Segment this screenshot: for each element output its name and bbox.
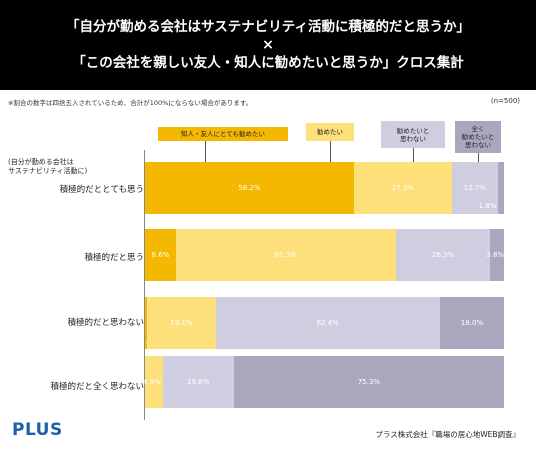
rounding-note: ※割合の数字は四捨五入されているため、合計が100%にならない場合があります。: [8, 99, 253, 107]
legend-label: 勧めたいと: [461, 133, 495, 141]
value-label: 62.4%: [316, 319, 339, 327]
chart-header: 「自分が勤める会社はサステナビリティ活動に積極的だと思うか」 × 「この会社を親…: [0, 0, 536, 90]
group-label: (自分が勤める会社は サステナビリティ活動に): [8, 158, 87, 176]
bar-segment: [233, 356, 504, 408]
bar-segment: [215, 297, 440, 349]
legend-label: 勧めたいと: [396, 126, 430, 135]
bar-segment: [490, 229, 504, 281]
value-label: 19.8%: [187, 378, 210, 386]
title-line-2: 「この会社を親しい友人・知人に勧めたいと思うか」クロス集計: [72, 55, 464, 71]
value-label: 58.2%: [238, 184, 261, 192]
bar-segment: [395, 229, 491, 281]
value-label: 8.6%: [151, 251, 170, 259]
value-label: 4.9%: [142, 378, 161, 386]
bar-segment: [145, 229, 176, 281]
value-label: 75.3%: [357, 378, 380, 386]
bar-segment: [162, 356, 234, 408]
legend-leader-line: [330, 141, 331, 162]
category-label: 積極的だと思う: [84, 253, 144, 263]
legend-leader-line: [413, 148, 414, 162]
category-label: 積極的だととても思う: [59, 185, 144, 195]
value-label: 27.3%: [391, 184, 415, 192]
bar-segment: [497, 162, 504, 214]
title-line-1: 「自分が勤める会社はサステナビリティ活動に積極的だと思うか」: [66, 19, 470, 35]
category-label: 積極的だと全く思わない: [50, 382, 144, 392]
value-label: 3.8%: [486, 251, 505, 259]
group-label-line: (自分が勤める会社は: [8, 158, 74, 166]
value-label: 61.3%: [274, 251, 298, 259]
legend-label: 勧めたい: [317, 128, 343, 136]
legend-label: 思わない: [465, 141, 491, 149]
bar-segment: [439, 297, 505, 349]
bar-segment: [145, 297, 148, 349]
bar-segment: [175, 229, 396, 281]
value-label: 26.3%: [432, 251, 455, 259]
group-label-line: サステナビリティ活動に): [8, 167, 88, 175]
value-label: 19.1%: [170, 319, 193, 327]
legend-item: 全く 勧めたいと 思わない: [455, 121, 501, 153]
bar-segment: [145, 356, 163, 408]
axis-line: [144, 150, 145, 420]
value-label: 12.7%: [463, 184, 486, 192]
value-label: 18.0%: [460, 319, 484, 327]
category-label: 積極的だと思わない: [67, 318, 144, 328]
legend-leader-line: [205, 141, 206, 162]
title-times: ×: [262, 37, 274, 53]
legend-label: 知人・友人にとても勧めたい: [181, 130, 265, 138]
bar-segment: [451, 162, 498, 214]
legend-item: 勧めたい: [306, 123, 354, 141]
legend-leader-line: [478, 153, 479, 162]
legend-item: 知人・友人にとても勧めたい: [158, 127, 288, 141]
bar-segment: [353, 162, 452, 214]
sample-size: (n=500): [490, 97, 520, 105]
source-credit: プラス株式会社『職場の居心地WEB調査』: [375, 430, 520, 439]
bar-segment: [147, 297, 216, 349]
legend-item: 勧めたいと 思わない: [381, 121, 445, 148]
legend-label: 思わない: [400, 134, 426, 143]
plus-logo: PLUS: [12, 420, 63, 440]
legend-label: 全く: [471, 125, 485, 133]
bar-segment: [145, 162, 354, 214]
value-label: 1.8%: [478, 202, 497, 210]
